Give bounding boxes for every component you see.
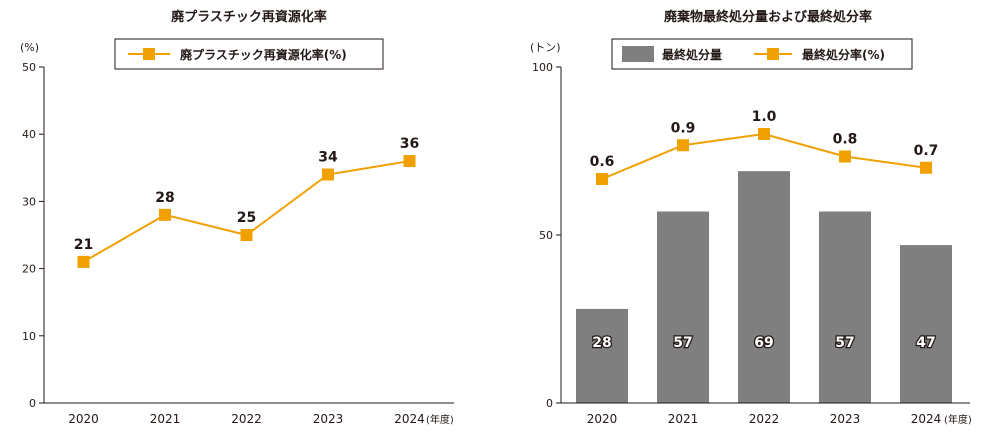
chart-right-y-tick-label: 100	[532, 61, 553, 74]
chart-left-x-suffix: (年度)	[426, 413, 454, 426]
chart-left-title: 廃プラスチック再資源化率	[170, 9, 327, 25]
chart-left-data-label: 36	[400, 136, 419, 152]
chart-right-x-tick-label: 2024	[911, 412, 942, 426]
chart-right-rate-label: 0.7	[914, 143, 939, 159]
chart-left-data-label: 25	[237, 210, 256, 226]
chart-right-x-tick-label: 2022	[749, 412, 780, 426]
chart-right-x-tick-label: 2020	[587, 412, 618, 426]
chart-right-x-tick-label: 2023	[830, 412, 861, 426]
chart-left-x-tick-label: 2022	[231, 412, 262, 426]
chart-left-data-label: 28	[155, 190, 174, 206]
chart-right-rate-label: 0.8	[833, 132, 858, 148]
chart-right-y-unit: (トン)	[530, 41, 561, 54]
chart-left-point	[403, 155, 416, 168]
chart-right-legend-bar-label: 最終処分量	[662, 47, 722, 62]
chart-right-bars: 28 57 69 57 47	[576, 171, 952, 403]
chart-right-bar-label: 57	[673, 335, 692, 351]
chart-right-bar-label: 57	[835, 335, 854, 351]
chart-left-point	[322, 168, 334, 181]
chart-left-x-ticks: 2020 2021 2022 2023 2024	[68, 412, 425, 426]
chart-left-data-label: 21	[74, 237, 93, 253]
chart-right-rate-points: 0.6 0.9 1.0 0.8 0.7	[590, 109, 939, 185]
chart-left-point	[77, 255, 90, 268]
chart-right-bar-label: 69	[754, 335, 773, 351]
chart-left-legend: 廃プラスチック再資源化率(%)	[114, 38, 384, 70]
chart-right-y-ticks: 0 50 100	[532, 61, 561, 410]
chart-right-legend: 最終処分量 最終処分率(%)	[611, 38, 913, 70]
chart-right-title: 廃棄物最終処分量および最終処分率	[663, 9, 872, 25]
chart-left-y-tick-label: 0	[29, 397, 36, 410]
chart-right-bar	[576, 308, 628, 403]
chart-left-y-unit: (%)	[20, 41, 39, 54]
chart-right-legend-marker	[767, 48, 779, 60]
chart-left-data-label: 34	[318, 150, 338, 166]
chart-left-y-tick-label: 30	[22, 195, 36, 208]
chart-right-legend-line-label: 最終処分率(%)	[802, 47, 885, 62]
chart-left: 廃プラスチック再資源化率 廃プラスチック再資源化率(%) (%) 0 10 20 30…	[20, 9, 454, 426]
chart-right-rate-label: 1.0	[752, 109, 777, 125]
chart-left-y-tick-label: 50	[22, 61, 36, 74]
chart-right-x-ticks: 2020 2021 2022 2023 2024	[587, 412, 942, 426]
chart-right-y-tick-label: 0	[546, 397, 553, 410]
chart-right-bar	[819, 211, 871, 403]
chart-left-y-tick-label: 20	[22, 263, 36, 276]
chart-left-x-tick-label: 2021	[150, 412, 181, 426]
chart-right-rate-point	[758, 128, 770, 140]
chart-left-point	[240, 229, 253, 241]
chart-left-x-tick-label: 2020	[68, 412, 99, 426]
chart-left-point	[159, 208, 171, 221]
chart-right-bar	[738, 171, 790, 403]
chart-right-bar-label: 47	[916, 335, 935, 351]
chart-left-y-ticks: 0 10 20 30 40 50	[22, 61, 44, 410]
chart-left-points: 21 28 25 34 36	[74, 136, 419, 268]
chart-right-rate-point	[677, 139, 689, 152]
chart-right-rate-label: 0.9	[671, 120, 696, 136]
chart-left-legend-label: 廃プラスチック再資源化率(%)	[180, 47, 347, 62]
chart-right-rate-label: 0.6	[590, 154, 615, 170]
chart-left-y-tick-label: 40	[22, 128, 36, 141]
chart-right-legend-bar-swatch	[622, 46, 654, 62]
chart-right-bar-label: 28	[592, 335, 611, 351]
chart-right-rate-point	[839, 150, 851, 163]
chart-right-x-tick-label: 2021	[668, 412, 699, 426]
chart-right-bar	[657, 211, 709, 403]
chart-left-y-tick-label: 10	[22, 330, 36, 343]
chart-right-rate-point	[920, 161, 932, 174]
chart-left-legend-marker	[143, 48, 155, 60]
chart-right-rate-point	[596, 173, 608, 185]
chart-left-x-tick-label: 2024	[394, 412, 425, 426]
chart-left-x-tick-label: 2023	[313, 412, 344, 426]
chart-right-bar	[900, 245, 952, 403]
chart-right-x-suffix: (年度)	[944, 413, 972, 426]
chart-right: 廃棄物最終処分量および最終処分率 最終処分量 最終処分率(%) (トン) 0 50…	[530, 9, 972, 426]
chart-right-y-tick-label: 50	[539, 229, 553, 242]
